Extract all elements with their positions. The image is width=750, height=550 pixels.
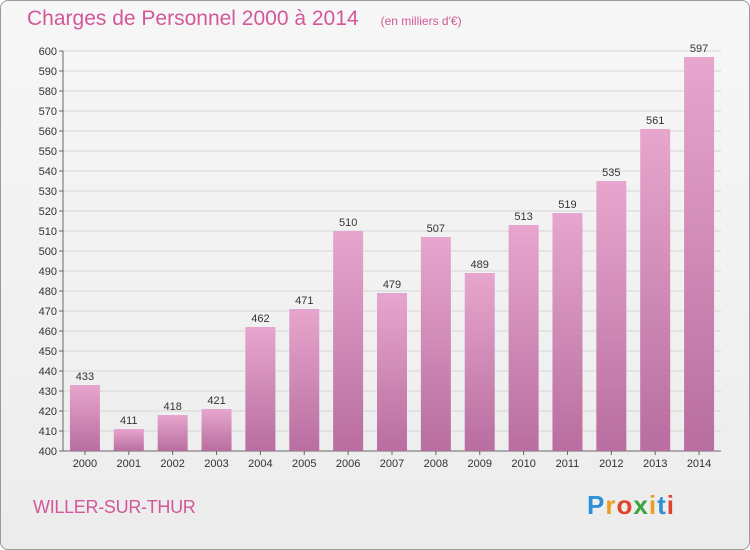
bar <box>464 273 495 451</box>
y-tick-label: 470 <box>39 306 57 318</box>
bar <box>113 429 144 451</box>
x-tick-label: 2008 <box>424 458 448 470</box>
bar <box>420 237 451 451</box>
brand-letter: t <box>657 490 667 520</box>
x-tick-label: 2007 <box>380 458 404 470</box>
bar <box>377 293 407 451</box>
bar <box>289 309 320 451</box>
bar <box>333 231 364 451</box>
brand-letter: P <box>587 490 606 520</box>
location-label: WILLER-SUR-THUR <box>33 497 196 517</box>
y-tick-label: 540 <box>39 166 57 178</box>
data-label: 471 <box>295 295 313 307</box>
x-tick-label: 2002 <box>160 458 184 470</box>
axis-layer: 400 410 420 430 440 450 460 470 480 490 500 510 520 5… <box>39 46 721 470</box>
data-label: 561 <box>646 115 664 127</box>
y-tick-label: 480 <box>39 286 57 298</box>
brand-logo: Proxiti <box>587 490 675 521</box>
y-tick-label: 510 <box>39 226 57 238</box>
data-label: 411 <box>120 415 138 427</box>
x-tick-label: 2004 <box>248 458 272 470</box>
x-tick-label: 2011 <box>556 458 580 470</box>
y-tick-label: 500 <box>39 246 57 258</box>
y-tick-label: 580 <box>39 86 57 98</box>
x-tick-label: 2013 <box>643 458 667 470</box>
chart-subtitle: (en milliers d'€) <box>380 14 462 28</box>
bar <box>508 225 539 451</box>
bar <box>245 327 276 451</box>
data-label: 519 <box>558 199 576 211</box>
y-tick-label: 550 <box>39 146 57 158</box>
data-label: 418 <box>163 401 181 413</box>
y-tick-label: 410 <box>39 426 57 438</box>
x-tick-label: 2005 <box>292 458 316 470</box>
bar <box>69 385 100 451</box>
x-tick-label: 2009 <box>467 458 491 470</box>
x-tick-label: 2003 <box>204 458 228 470</box>
data-label: 433 <box>76 371 94 383</box>
data-label: 513 <box>514 211 532 223</box>
x-tick-label: 2014 <box>687 458 711 470</box>
data-label: 479 <box>383 279 401 291</box>
bars-layer <box>69 57 715 451</box>
title-line: Charges de Personnel 2000 à 2014 (en mill… <box>27 7 462 31</box>
x-tick-label: 2012 <box>599 458 623 470</box>
y-tick-label: 430 <box>39 386 57 398</box>
bar <box>640 129 671 451</box>
brand-letter: o <box>616 490 634 520</box>
x-tick-label: 2000 <box>73 458 97 470</box>
data-label: 507 <box>427 223 445 235</box>
y-tick-label: 450 <box>39 346 57 358</box>
y-tick-label: 440 <box>39 366 57 378</box>
brand-letter: x <box>633 490 649 520</box>
x-tick-label: 2001 <box>117 458 141 470</box>
y-tick-label: 560 <box>39 126 57 138</box>
data-label: 462 <box>251 313 269 325</box>
data-label: 421 <box>207 395 225 407</box>
y-tick-label: 570 <box>39 106 57 118</box>
y-tick-label: 590 <box>39 66 57 78</box>
brand-letter: i <box>648 490 658 520</box>
data-label: 597 <box>690 43 708 55</box>
bar <box>201 409 232 451</box>
data-label: 489 <box>471 259 489 271</box>
y-tick-label: 460 <box>39 326 57 338</box>
bar <box>552 213 583 451</box>
x-tick-label: 2010 <box>511 458 535 470</box>
bar <box>684 57 715 451</box>
y-tick-label: 600 <box>39 46 57 58</box>
data-label: 510 <box>339 217 357 229</box>
y-tick-label: 400 <box>39 446 57 458</box>
bar <box>157 415 188 451</box>
y-tick-label: 420 <box>39 406 57 418</box>
brand-letter: r <box>605 490 617 520</box>
y-tick-label: 490 <box>39 266 57 278</box>
data-label: 535 <box>602 167 620 179</box>
chart-title: Charges de Personnel 2000 à 2014 <box>27 7 359 30</box>
value-labels-layer: 433 411 418 421 462 471 510 479 507 489 513 519 535 5… <box>76 43 708 427</box>
brand-letter: i <box>666 490 675 520</box>
bar <box>596 181 627 451</box>
x-tick-label: 2006 <box>336 458 360 470</box>
y-tick-label: 520 <box>39 206 57 218</box>
y-tick-label: 530 <box>39 186 57 198</box>
